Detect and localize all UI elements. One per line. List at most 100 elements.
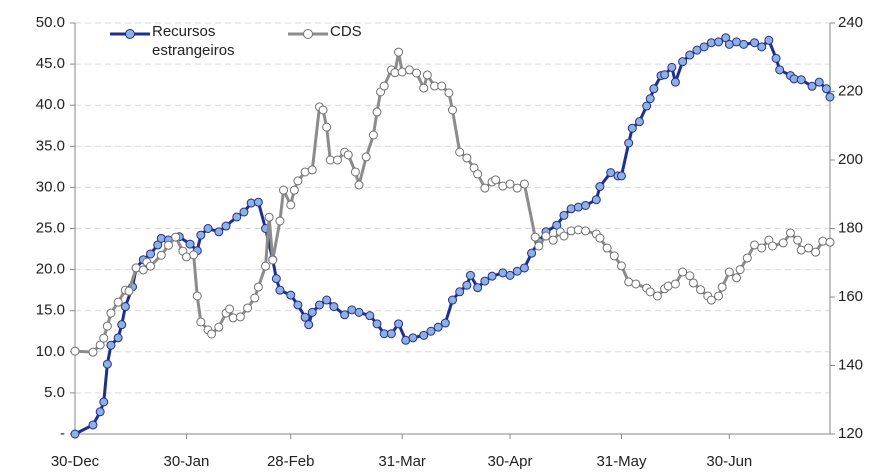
point	[778, 238, 788, 248]
point	[717, 282, 727, 292]
point	[102, 321, 112, 331]
point	[616, 261, 626, 271]
point	[146, 261, 155, 271]
point	[606, 168, 616, 178]
point	[372, 319, 382, 329]
point	[530, 232, 540, 242]
point	[113, 333, 123, 343]
point	[156, 233, 166, 243]
y-tick-label: 40.0	[36, 96, 65, 113]
point	[314, 300, 324, 310]
point	[214, 227, 224, 237]
point	[368, 130, 378, 140]
point	[692, 45, 702, 55]
point	[228, 313, 238, 323]
y-tick-label: 10.0	[36, 343, 65, 360]
point	[163, 240, 173, 250]
point	[462, 280, 472, 290]
point	[386, 329, 396, 339]
point	[340, 310, 350, 320]
point	[440, 318, 450, 328]
y-tick-label: 20.0	[36, 261, 65, 278]
point	[394, 319, 404, 329]
point	[573, 225, 583, 235]
point	[487, 271, 497, 281]
y2-tick-label: 220	[838, 82, 863, 99]
point	[95, 407, 105, 417]
point	[602, 243, 612, 253]
y-tick-label: 30.0	[36, 178, 65, 195]
point	[627, 123, 637, 133]
legend-label: Recursos estrangeiros	[152, 23, 235, 59]
point	[757, 42, 767, 52]
point	[595, 182, 605, 192]
point	[106, 340, 116, 350]
point	[286, 200, 296, 210]
point	[365, 311, 375, 321]
x-tick-label: 31-May	[596, 453, 647, 470]
x-tick-label: 30-Jan	[164, 453, 210, 470]
point	[232, 212, 242, 222]
point	[559, 210, 569, 220]
point	[117, 320, 127, 330]
series-line	[74, 50, 831, 354]
point	[354, 307, 364, 317]
point	[419, 330, 429, 340]
point	[361, 152, 371, 162]
point	[811, 247, 821, 257]
y-tick-label: 45.0	[36, 55, 65, 72]
point	[764, 35, 774, 45]
y2-tick-label: 240	[838, 14, 863, 31]
point	[214, 322, 224, 332]
point	[825, 237, 835, 247]
point	[660, 70, 670, 80]
x-tick-label: 30-Apr	[488, 453, 533, 470]
point	[412, 68, 422, 78]
point	[138, 265, 148, 275]
point	[624, 138, 634, 148]
y-tick-label: 50.0	[36, 14, 65, 31]
point	[455, 147, 465, 157]
point	[785, 228, 795, 238]
point	[275, 216, 285, 226]
point	[250, 293, 260, 303]
point	[419, 83, 429, 93]
point	[225, 304, 235, 314]
point	[196, 317, 206, 327]
point	[670, 77, 680, 87]
y-tick-label: 5.0	[44, 384, 65, 401]
point	[678, 267, 688, 277]
point	[113, 297, 123, 307]
point	[480, 276, 490, 286]
point	[102, 359, 112, 369]
point	[742, 253, 752, 263]
point	[455, 287, 465, 297]
point	[750, 38, 759, 48]
point	[318, 105, 328, 115]
point	[261, 261, 271, 271]
point	[70, 429, 80, 439]
point	[505, 179, 515, 189]
point	[649, 84, 659, 94]
legend-swatch	[288, 29, 328, 39]
point	[322, 295, 332, 305]
point	[771, 53, 781, 63]
legend-marker	[303, 29, 313, 39]
point	[609, 251, 619, 261]
point	[699, 42, 709, 52]
point	[491, 175, 501, 185]
point	[99, 397, 109, 407]
point	[796, 75, 806, 85]
point	[88, 420, 98, 430]
point	[642, 101, 652, 111]
point	[196, 230, 206, 240]
point	[534, 241, 544, 251]
point	[473, 283, 483, 293]
point	[595, 233, 605, 243]
point	[293, 176, 303, 186]
point	[239, 207, 249, 217]
point	[124, 286, 134, 296]
point	[732, 273, 742, 283]
